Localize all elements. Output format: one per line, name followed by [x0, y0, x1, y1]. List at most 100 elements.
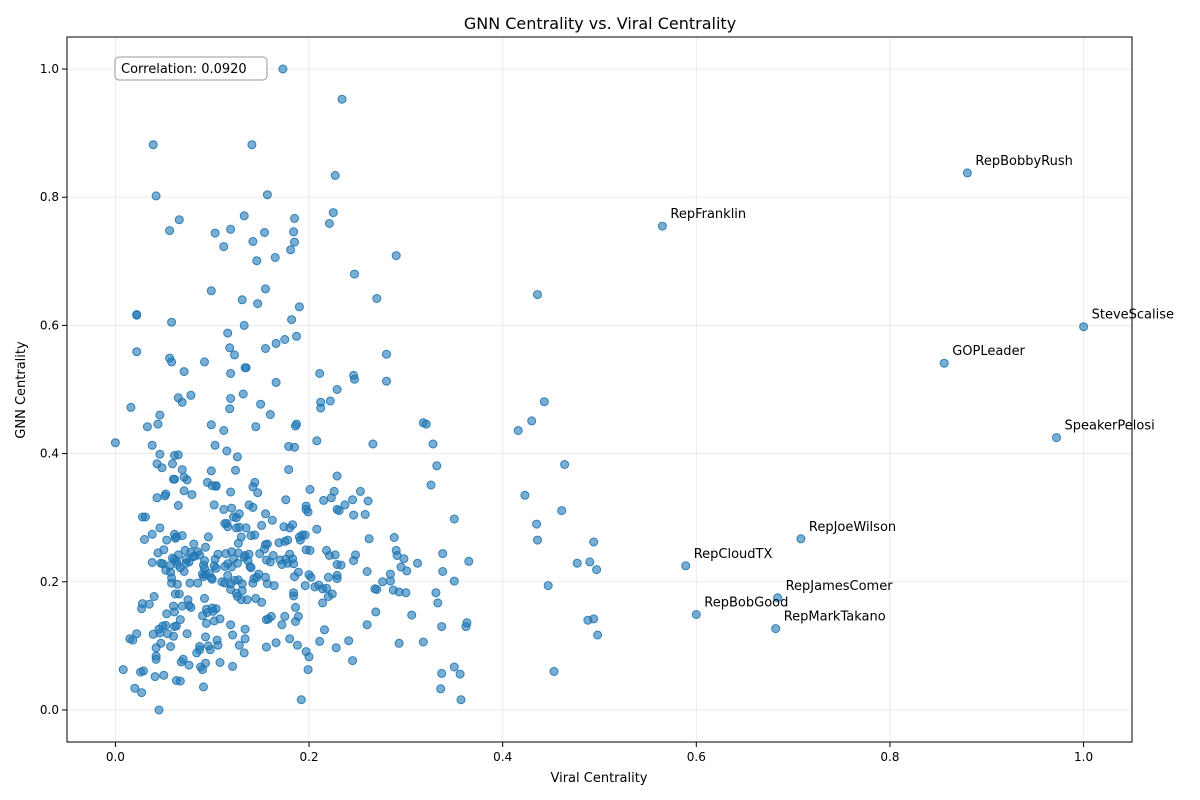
data-point [303, 665, 313, 675]
data-point [110, 438, 120, 448]
data-point [271, 338, 281, 348]
data-point [211, 604, 221, 614]
data-point [280, 335, 290, 344]
data-point [182, 475, 192, 485]
data-point [230, 350, 239, 360]
data-point [155, 449, 165, 459]
data-point [437, 668, 447, 678]
data-point [199, 682, 208, 692]
data-point [234, 640, 244, 650]
data-point [190, 551, 200, 561]
data-point [337, 94, 347, 104]
data-point [231, 513, 241, 523]
data-point [286, 245, 296, 255]
data-point [137, 688, 147, 698]
point-annotation: RepBobbyRush [975, 154, 1072, 169]
data-point [219, 242, 229, 252]
data-point [372, 585, 382, 594]
data-point [589, 537, 599, 547]
data-point [205, 645, 215, 655]
data-point [239, 320, 249, 330]
data-point [223, 522, 233, 532]
data-point [269, 581, 279, 591]
data-point [246, 531, 256, 541]
data-point [161, 489, 171, 499]
data-point [325, 396, 335, 406]
data-point [290, 442, 299, 452]
x-tick-label: 1.0 [1074, 750, 1093, 764]
data-point [151, 654, 161, 664]
data-point [368, 439, 378, 449]
data-point [253, 299, 263, 309]
data-point [231, 465, 240, 475]
data-point [532, 519, 542, 529]
data-point [371, 607, 381, 617]
data-point [148, 629, 158, 639]
data-point [132, 310, 142, 319]
data-point [256, 399, 266, 409]
data-point [215, 614, 225, 624]
data-point [340, 500, 350, 510]
data-point [210, 440, 220, 450]
data-point [206, 286, 216, 296]
data-point [152, 493, 162, 503]
data-point [433, 598, 443, 608]
data-point [349, 556, 359, 566]
data-points [110, 64, 1089, 715]
data-point [173, 501, 183, 510]
point-annotation: RepBobGood [704, 596, 788, 611]
data-point [315, 636, 325, 646]
data-point [288, 520, 298, 530]
data-point [228, 630, 238, 640]
data-point [332, 471, 342, 481]
data-point [213, 640, 223, 650]
data-point [328, 208, 338, 218]
data-point [284, 465, 294, 475]
data-point [155, 410, 165, 420]
data-point [324, 219, 334, 228]
data-point [539, 397, 549, 407]
data-point [593, 630, 603, 640]
data-point [533, 290, 542, 300]
data-point [153, 419, 163, 429]
data-point [391, 251, 401, 261]
data-point [265, 557, 275, 567]
data-point [228, 661, 238, 671]
data-point [225, 404, 235, 414]
data-point [350, 374, 359, 384]
data-point [657, 221, 667, 231]
data-point [248, 237, 258, 246]
data-point [237, 586, 247, 596]
data-point [461, 622, 471, 632]
data-point [201, 542, 210, 552]
y-tick-label: 0.4 [40, 447, 59, 461]
data-point [382, 349, 391, 359]
data-point [169, 631, 178, 641]
data-point [319, 495, 329, 505]
x-tick-label: 0.8 [880, 750, 899, 764]
data-point [153, 548, 163, 558]
data-point [283, 535, 293, 545]
data-point [226, 487, 236, 497]
data-point [232, 452, 242, 462]
data-point [166, 642, 176, 651]
data-point [261, 615, 271, 625]
data-point [147, 529, 157, 539]
data-point [219, 426, 229, 435]
data-point [144, 599, 154, 609]
data-point [592, 565, 602, 575]
data-point [186, 602, 196, 612]
data-point [174, 589, 184, 599]
data-point [300, 530, 310, 540]
data-point [179, 367, 189, 377]
data-point [155, 523, 165, 533]
data-point [186, 390, 196, 400]
data-point [147, 440, 157, 450]
data-point [327, 589, 337, 599]
data-point [438, 549, 448, 559]
point-annotation: RepCloudTX [694, 547, 773, 562]
data-point [126, 402, 136, 412]
data-point [349, 510, 359, 520]
point-annotation: RepFranklin [670, 207, 746, 222]
data-point [401, 588, 411, 598]
